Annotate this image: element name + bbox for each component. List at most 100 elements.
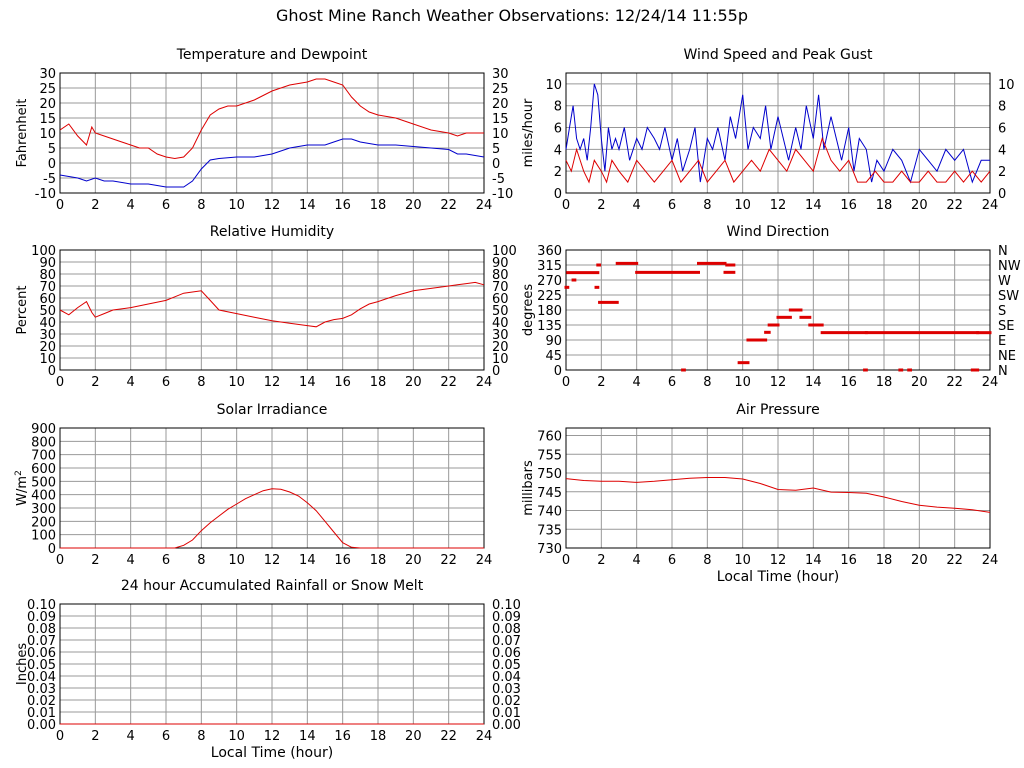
y-tick-label: 360 bbox=[537, 244, 562, 259]
x-tick-label: 24 bbox=[982, 553, 999, 568]
x-tick-label: 14 bbox=[299, 553, 316, 568]
y-tick-label: 100 bbox=[31, 529, 56, 544]
x-tick-label: 18 bbox=[370, 375, 387, 390]
y-tick-label: 90 bbox=[545, 334, 562, 349]
y-tick-label: 30 bbox=[39, 328, 56, 343]
y-tick-label: 25 bbox=[39, 82, 56, 97]
right-tick-label: 0.02 bbox=[492, 694, 521, 709]
x-tick-label: 8 bbox=[703, 553, 711, 568]
y-tick-label: 5 bbox=[48, 142, 56, 157]
y-tick-label: 80 bbox=[39, 268, 56, 283]
x-tick-label: 12 bbox=[770, 198, 787, 213]
y-axis-label: Inches bbox=[15, 643, 30, 685]
right-tick-label: SE bbox=[998, 319, 1014, 334]
right-tick-label: 0 bbox=[492, 364, 500, 379]
right-tick-label: 0.10 bbox=[492, 598, 521, 613]
y-tick-label: 760 bbox=[537, 430, 562, 445]
x-tick-label: 0 bbox=[562, 198, 570, 213]
x-tick-label: 4 bbox=[633, 198, 641, 213]
right-tick-label: 0.06 bbox=[492, 646, 521, 661]
x-tick-label: 16 bbox=[334, 553, 351, 568]
y-tick-label: 20 bbox=[39, 340, 56, 355]
y-tick-label: 15 bbox=[39, 112, 56, 127]
right-tick-label: 0.01 bbox=[492, 706, 521, 721]
chart-title: Solar Irradiance bbox=[217, 402, 328, 418]
chart-title: Wind Speed and Peak Gust bbox=[684, 47, 873, 63]
x-tick-label: 10 bbox=[228, 375, 245, 390]
right-tick-label: 0 bbox=[998, 187, 1006, 202]
x-tick-label: 22 bbox=[946, 553, 963, 568]
x-tick-label: 12 bbox=[264, 375, 281, 390]
right-tick-label: 90 bbox=[492, 256, 509, 271]
right-tick-label: 25 bbox=[492, 82, 509, 97]
x-tick-label: 22 bbox=[440, 553, 457, 568]
x-tick-label: 14 bbox=[299, 729, 316, 744]
x-tick-label: 12 bbox=[264, 553, 281, 568]
x-tick-label: 6 bbox=[162, 198, 170, 213]
y-tick-label: 10 bbox=[39, 352, 56, 367]
x-tick-label: 12 bbox=[770, 553, 787, 568]
x-tick-label: 4 bbox=[127, 729, 135, 744]
chart-title: Wind Direction bbox=[727, 224, 830, 240]
y-tick-label: 400 bbox=[31, 489, 56, 504]
x-tick-label: 6 bbox=[668, 553, 676, 568]
right-tick-label: NE bbox=[998, 349, 1016, 364]
y-tick-label: 8 bbox=[554, 100, 562, 115]
x-tick-label: 22 bbox=[946, 198, 963, 213]
right-tick-label: 0.00 bbox=[492, 718, 521, 733]
x-tick-label: 22 bbox=[440, 198, 457, 213]
y-tick-label: 315 bbox=[537, 259, 562, 274]
x-tick-label: 6 bbox=[162, 553, 170, 568]
x-tick-label: 2 bbox=[597, 375, 605, 390]
x-tick-label: 24 bbox=[476, 553, 493, 568]
x-tick-label: 18 bbox=[370, 198, 387, 213]
x-tick-label: 20 bbox=[911, 198, 928, 213]
x-tick-label: 2 bbox=[91, 198, 99, 213]
x-tick-label: 16 bbox=[334, 729, 351, 744]
y-tick-label: 755 bbox=[537, 448, 562, 463]
y-tick-label: 270 bbox=[537, 274, 562, 289]
y-tick-label: 10 bbox=[545, 78, 562, 93]
y-tick-label: 100 bbox=[31, 244, 56, 259]
x-tick-label: 20 bbox=[405, 198, 422, 213]
right-tick-label: 5 bbox=[492, 142, 500, 157]
y-tick-label: 500 bbox=[31, 475, 56, 490]
x-tick-label: 8 bbox=[197, 553, 205, 568]
x-tick-label: 12 bbox=[770, 375, 787, 390]
y-axis-label: degrees bbox=[521, 284, 536, 337]
x-tick-label: 22 bbox=[440, 375, 457, 390]
chart-title: Temperature and Dewpoint bbox=[176, 47, 368, 63]
x-tick-label: 2 bbox=[597, 553, 605, 568]
right-tick-label: 0.08 bbox=[492, 622, 521, 637]
series-line-0 bbox=[565, 83, 990, 184]
series-line-0 bbox=[60, 488, 484, 549]
x-tick-label: 4 bbox=[633, 375, 641, 390]
x-tick-label: 18 bbox=[370, 553, 387, 568]
plot-frame bbox=[59, 427, 485, 549]
plot-frame bbox=[565, 427, 991, 549]
series-line-0 bbox=[59, 281, 485, 328]
y-tick-label: 135 bbox=[537, 319, 562, 334]
x-tick-label: 10 bbox=[228, 198, 245, 213]
x-tick-label: 6 bbox=[162, 729, 170, 744]
x-tick-label: 24 bbox=[476, 729, 493, 744]
y-tick-label: 0.07 bbox=[27, 634, 56, 649]
right-tick-label: N bbox=[998, 244, 1008, 259]
x-tick-label: 6 bbox=[668, 198, 676, 213]
right-tick-label: W bbox=[998, 274, 1011, 289]
y-tick-label: 180 bbox=[537, 304, 562, 319]
y-tick-label: 6 bbox=[554, 122, 562, 137]
y-tick-label: 800 bbox=[31, 435, 56, 450]
right-tick-label: 100 bbox=[492, 244, 517, 259]
y-axis-label: Fahrenheit bbox=[15, 99, 30, 168]
x-tick-label: 10 bbox=[734, 198, 751, 213]
x-tick-label: 8 bbox=[703, 375, 711, 390]
x-tick-label: 12 bbox=[264, 198, 281, 213]
series-line-0 bbox=[565, 477, 991, 513]
x-tick-label: 4 bbox=[127, 553, 135, 568]
x-tick-label: 16 bbox=[334, 198, 351, 213]
right-tick-label: N bbox=[998, 364, 1008, 379]
